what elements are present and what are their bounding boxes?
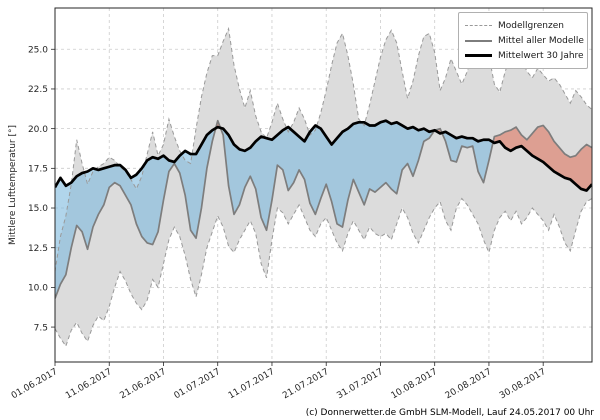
y-tick-label: 25.0 [28, 45, 48, 55]
below-normal-fill [55, 120, 592, 299]
x-tick-label: 01.06.2017 [10, 367, 60, 401]
y-axis-label: Mittlere Lufttemperatur [°] [8, 125, 18, 245]
solid-line-sample-icon [465, 39, 492, 42]
x-tick-label: 01.07.2017 [173, 367, 223, 401]
y-tick-label: 22.5 [28, 85, 48, 95]
x-tick-label: 10.08.2017 [390, 367, 440, 401]
x-tick-label: 21.07.2017 [281, 367, 331, 401]
legend-entry-model-mean: Mittel aller Modelle [465, 33, 584, 48]
x-tick-label: 31.07.2017 [335, 367, 385, 401]
y-axis: 7.5 10.0 12.5 15.0 17.5 20.0 22.5 25.0 [28, 45, 55, 333]
copyright-caption: (c) Donnerwetter.de GmbH SLM-Modell, Lau… [305, 408, 594, 418]
x-tick-label: 21.06.2017 [118, 367, 168, 401]
y-tick-label: 12.5 [28, 244, 48, 254]
legend-entry-climate-mean: Mittelwert 30 Jahre [465, 48, 584, 63]
x-tick-label: 11.06.2017 [64, 367, 114, 401]
thick-line-sample-icon [465, 54, 492, 57]
y-tick-label: 20.0 [28, 125, 48, 135]
x-tick-label: 30.08.2017 [498, 367, 548, 401]
climate-mean-line [55, 119, 592, 192]
y-tick-label: 15.0 [28, 204, 48, 214]
legend-entry-model-bounds: Modellgrenzen [465, 18, 581, 33]
model-mean-line [55, 119, 592, 299]
legend-label: Modellgrenzen [498, 20, 564, 31]
y-tick-label: 17.5 [28, 165, 48, 175]
legend-label: Mittelwert 30 Jahre [498, 50, 584, 61]
x-tick-label: 20.08.2017 [444, 367, 494, 401]
y-tick-label: 7.5 [34, 323, 48, 333]
dashed-line-sample-icon [465, 25, 492, 26]
x-axis: 01.06.2017 11.06.2017 21.06.2017 01.07.2017… [10, 362, 548, 401]
legend-label: Mittel aller Modelle [498, 35, 584, 46]
plot-border [54, 7, 593, 363]
x-tick-label: 11.07.2017 [227, 367, 277, 401]
chart-legend: Modellgrenzen Mittel aller Modelle Mitte… [458, 12, 588, 69]
lower-bound-line [55, 197, 592, 348]
y-tick-label: 10.0 [28, 284, 48, 294]
